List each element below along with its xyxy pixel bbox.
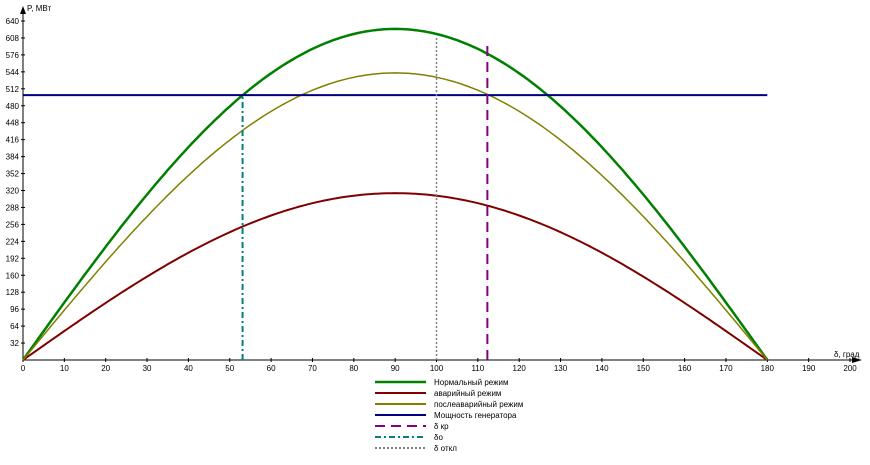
y-tick-label: 512 [6,85,20,94]
x-tick-label: 140 [595,364,609,373]
x-tick-label: 180 [761,364,775,373]
y-tick-label: 128 [6,288,20,297]
y-tick-label: 64 [10,322,19,331]
x-tick-label: 170 [719,364,733,373]
y-tick-label: 416 [6,136,20,145]
legend-label: Мощность генератора [434,411,517,420]
x-tick-label: 30 [143,364,152,373]
y-tick-label: 352 [6,170,20,179]
y-tick-label: 160 [6,271,20,280]
x-tick-label: 120 [513,364,527,373]
legend-label: δ откл [434,444,457,453]
y-tick-label: 224 [6,237,20,246]
y-tick-label: 480 [6,102,20,111]
x-tick-label: 160 [678,364,692,373]
x-tick-label: 130 [554,364,568,373]
y-tick-label: 544 [6,68,20,77]
y-tick-label: 320 [6,187,20,196]
y-tick-label: 32 [10,339,19,348]
axes: 0 10 20 30 40 50 60 70 80 90 100 110 120 130 140 150 160… [6,6,862,373]
x-tick-label: 20 [101,364,110,373]
series-0 [21,27,769,361]
x-axis-label: δ, град [834,350,860,359]
y-tick-label: 288 [6,203,20,212]
y-tick-label: 640 [6,17,20,26]
y-axis-arrow-icon [20,6,26,14]
x-tick-label: 60 [267,364,276,373]
x-tick-label: 80 [349,364,358,373]
plot-area [21,27,769,361]
y-tick-label: 96 [10,305,19,314]
series-1 [22,192,768,361]
y-tick-label: 384 [6,153,20,162]
y-tick-label: 448 [6,119,20,128]
x-tick-label: 70 [308,364,317,373]
x-tick-label: 100 [430,364,444,373]
legend-label: Нормальный режим [434,378,508,387]
x-tick-label: 150 [637,364,651,373]
legend-label: послеаварийный режим [434,400,523,409]
x-axis-arrow-icon [852,357,862,363]
series-2 [22,72,768,361]
x-tick-label: 50 [225,364,234,373]
y-tick-label: 256 [6,220,20,229]
y-tick-label: 608 [6,34,20,43]
x-tick-label: 90 [391,364,400,373]
legend-label: аварийный режим [434,389,501,398]
legend-label: δ кр [434,422,449,431]
x-tick-label: 40 [184,364,193,373]
y-tick-label: 576 [6,51,20,60]
x-tick-label: 190 [802,364,816,373]
legend-label: δо [434,433,443,442]
x-tick-label: 10 [60,364,69,373]
y-axis-label: P, МВт [27,4,51,13]
x-tick-label: 0 [21,364,26,373]
x-tick-label: 200 [843,364,857,373]
x-tick-label: 110 [471,364,484,373]
legend: Нормальный режим аварийный режим послеавар… [375,378,523,453]
y-tick-label: 192 [6,254,20,263]
